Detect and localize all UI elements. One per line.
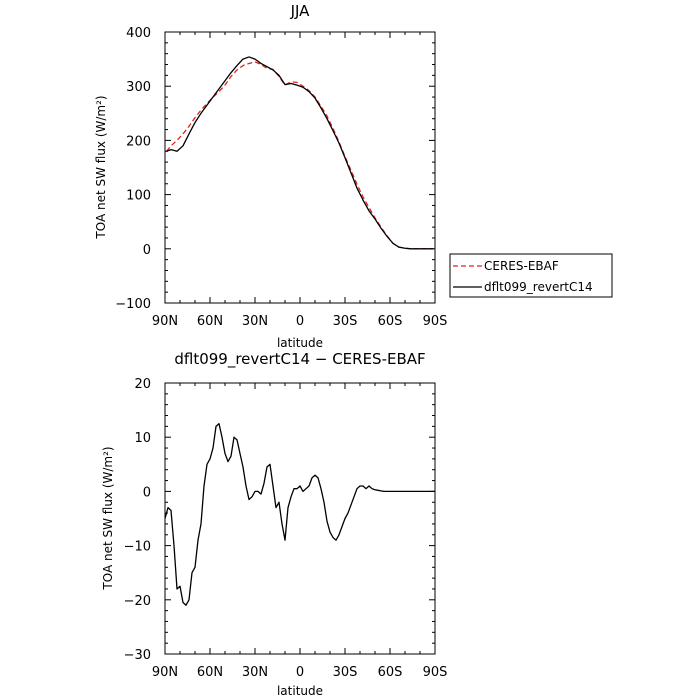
upper-x-tick-label: 60S	[378, 314, 403, 329]
legend-label-ceres: CERES-EBAF	[484, 259, 559, 273]
upper-plot-title: JJA	[290, 2, 311, 20]
upper-x-tick-label: 90S	[423, 314, 448, 329]
lower-x-tick-label: 0	[296, 665, 304, 680]
lower-y-tick-label: 20	[134, 377, 151, 392]
legend-label-model: dflt099_revertC14	[484, 280, 593, 294]
legend-box	[449, 253, 613, 298]
lower-x-tick-label: 60S	[378, 665, 403, 680]
lower-x-tick-label: 90S	[423, 665, 448, 680]
upper-y-tick-label: 0	[143, 243, 151, 258]
lower-x-tick-label: 90N	[152, 665, 178, 680]
upper-series-line-ceres-ebaf	[165, 61, 434, 250]
upper-y-tick-label: 200	[126, 134, 151, 149]
lower-x-tick-label: 30S	[333, 665, 358, 680]
upper-x-tick-label: 60N	[197, 314, 223, 329]
upper-y-tick-label: 400	[126, 26, 151, 41]
upper-y-tick-label: 300	[126, 80, 151, 95]
upper-y-axis-title: TOA net SW flux (W/m²)	[94, 95, 108, 239]
lower-y-tick-label: −30	[124, 648, 151, 663]
lower-x-axis-title: latitude	[277, 684, 323, 698]
upper-x-tick-label: 90N	[152, 314, 178, 329]
upper-x-axis-title: latitude	[277, 336, 323, 350]
upper-x-tick-label: 30S	[333, 314, 358, 329]
upper-y-tick-label: −100	[115, 297, 151, 312]
legend: CERES-EBAF dflt099_revertC14	[449, 253, 613, 298]
upper-plot-frame	[164, 31, 436, 304]
lower-x-tick-label: 30N	[242, 665, 268, 680]
upper-x-tick-label: 30N	[242, 314, 268, 329]
lower-x-tick-label: 60N	[197, 665, 223, 680]
upper-plot-panel: JJA latitude TOA net SW flux (W/m²) 90N 6…	[94, 2, 447, 350]
upper-plot-marks: 90N 60N 30N 0 30S 60S 90S −100 0 100 200 300 400	[115, 26, 447, 329]
lower-y-tick-label: 0	[143, 485, 151, 500]
lower-series-line-difference	[164, 422, 435, 606]
upper-y-tick-label: 100	[126, 189, 151, 204]
lower-y-tick-label: −20	[124, 594, 151, 609]
lower-y-tick-label: −10	[124, 540, 151, 555]
lower-plot-frame	[164, 382, 436, 655]
lower-plot-marks: 90N 60N 30N 0 30S 60S 90S −30 −20 −10 0 10 20	[124, 377, 448, 680]
lower-y-tick-label: 10	[134, 431, 151, 446]
lower-plot-panel: dflt099_revertC14 − CERES-EBAF latitude …	[101, 350, 447, 698]
upper-x-tick-label: 0	[296, 314, 304, 329]
lower-y-axis-title: TOA net SW flux (W/m²)	[101, 446, 115, 590]
lower-plot-title: dflt099_revertC14 − CERES-EBAF	[174, 350, 425, 369]
upper-series-line-dflt099-revertc14	[166, 56, 434, 250]
